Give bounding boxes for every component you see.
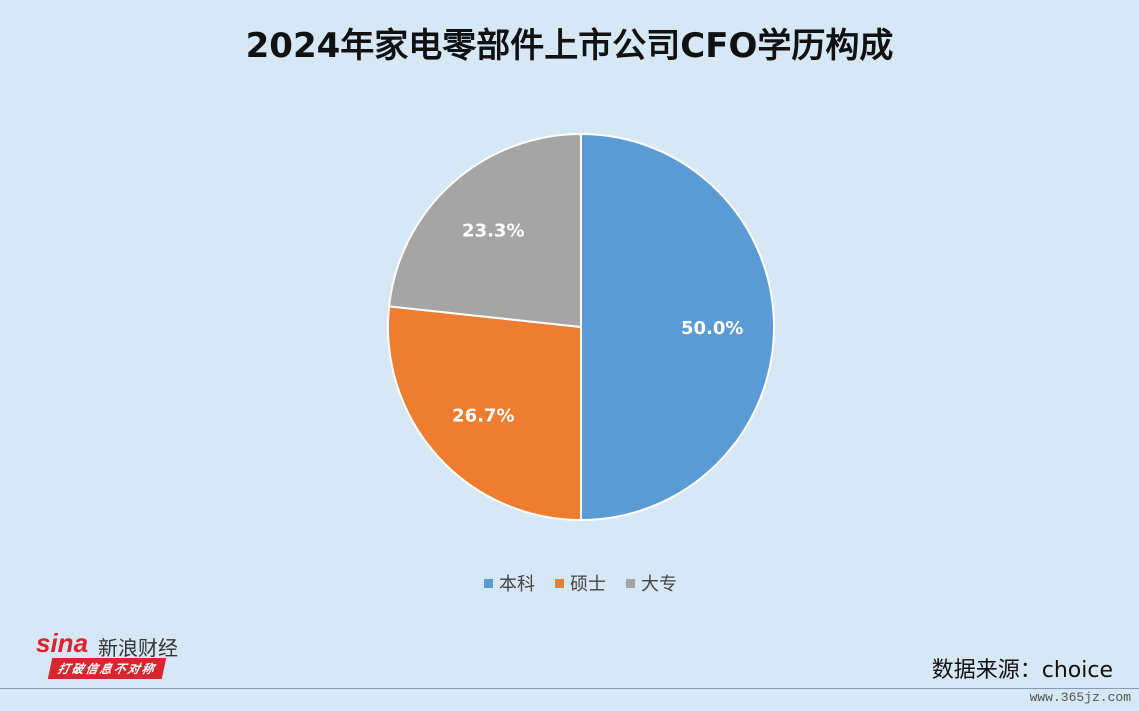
legend-item-master: 硕士 — [555, 570, 606, 596]
legend-swatch-master — [555, 578, 564, 588]
logo-slogan: 打破信息不对称 — [47, 658, 167, 679]
data-label-college: 23.3% — [462, 220, 524, 241]
footer-divider — [0, 688, 1139, 689]
pie-slice-bachelor — [580, 132, 775, 522]
pie-slice-college — [387, 132, 582, 329]
legend-swatch-college — [626, 578, 635, 588]
legend-label-master: 硕士 — [570, 574, 606, 595]
legend-item-college: 大专 — [626, 570, 677, 596]
data-label-master: 26.7% — [452, 406, 514, 427]
legend-label-bachelor: 本科 — [499, 574, 535, 595]
watermark: www.365jz.com — [1029, 690, 1131, 705]
data-label-bachelor: 50.0% — [681, 318, 743, 339]
chart-title: 2024年家电零部件上市公司CFO学历构成 — [245, 26, 894, 66]
legend-item-bachelor: 本科 — [484, 570, 535, 596]
pie-slice-master — [387, 305, 582, 522]
data-source: 数据来源：choice — [931, 658, 1113, 683]
legend-swatch-bachelor — [484, 578, 493, 588]
sina-finance-logo: sina 新浪财经 打破信息不对称 — [36, 628, 186, 680]
logo-name: 新浪财经 — [98, 636, 178, 660]
logo-brand: sina — [36, 628, 89, 658]
legend-label-college: 大专 — [641, 574, 677, 595]
chart-legend: 本科 硕士 大专 — [0, 570, 1139, 596]
